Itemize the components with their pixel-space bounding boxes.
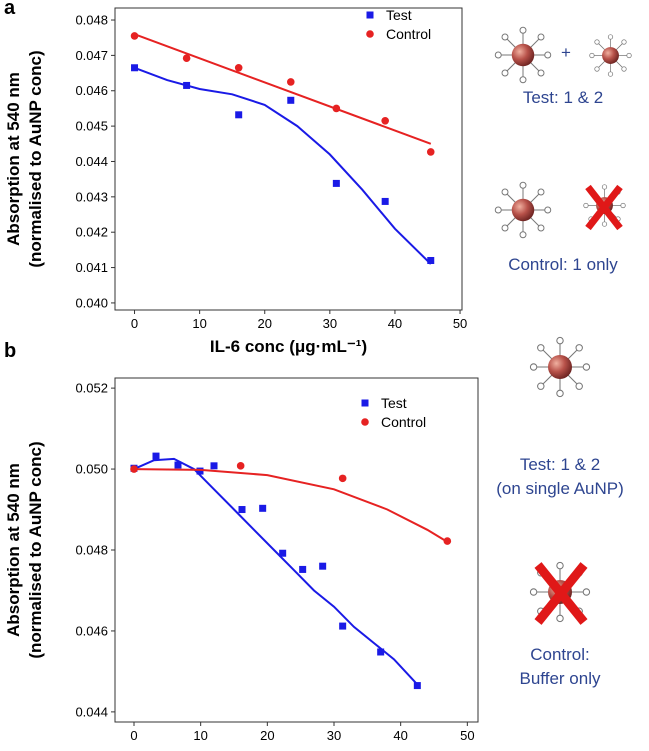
y-tick-label: 0.050 bbox=[75, 462, 108, 477]
x-tick-label: 0 bbox=[131, 316, 138, 331]
point bbox=[426, 148, 435, 156]
point bbox=[234, 63, 243, 72]
fit-curve bbox=[134, 33, 432, 145]
point bbox=[427, 256, 435, 264]
legend-label: Control bbox=[381, 414, 426, 430]
panel-label: a bbox=[4, 0, 16, 19]
legend-label: Control bbox=[386, 26, 431, 42]
annotation: Control: bbox=[530, 645, 590, 664]
point bbox=[299, 565, 307, 573]
nanoparticle bbox=[529, 336, 591, 398]
point bbox=[319, 562, 327, 570]
y-tick-label: 0.048 bbox=[75, 13, 108, 28]
y-axis-label: (normalised to AuNP conc) bbox=[26, 441, 45, 658]
point bbox=[332, 179, 340, 187]
x-axis-label: IL-6 conc (μg·mL⁻¹) bbox=[210, 337, 367, 356]
point bbox=[235, 111, 243, 119]
point bbox=[130, 465, 138, 473]
y-axis-label: (normalised to AuNP conc) bbox=[26, 50, 45, 267]
annotation: Test: 1 & 2 bbox=[520, 455, 600, 474]
point bbox=[377, 648, 385, 656]
x-tick-label: 0 bbox=[130, 728, 137, 743]
panel-label: b bbox=[4, 340, 16, 362]
point bbox=[381, 197, 389, 205]
illustration bbox=[494, 26, 632, 625]
point bbox=[174, 461, 182, 469]
point bbox=[286, 78, 295, 86]
fit-curve bbox=[133, 468, 448, 543]
annotation: (on single AuNP) bbox=[496, 479, 624, 498]
point bbox=[338, 474, 347, 483]
x-tick-label: 50 bbox=[453, 316, 467, 331]
y-tick-label: 0.046 bbox=[75, 83, 108, 98]
point bbox=[152, 452, 160, 460]
point bbox=[287, 96, 295, 104]
y-tick-label: 0.048 bbox=[75, 543, 108, 558]
y-tick-label: 0.045 bbox=[75, 119, 108, 134]
x-tick-label: 20 bbox=[260, 728, 274, 743]
y-tick-label: 0.047 bbox=[75, 48, 108, 63]
fit-curve bbox=[133, 457, 419, 686]
x-tick-label: 10 bbox=[193, 728, 207, 743]
point bbox=[279, 549, 287, 557]
point bbox=[131, 64, 139, 72]
legend-marker bbox=[361, 418, 369, 426]
y-axis-label: Absorption at 540 nm bbox=[4, 463, 23, 637]
point bbox=[236, 462, 245, 470]
y-tick-label: 0.042 bbox=[75, 225, 108, 240]
x-tick-label: 40 bbox=[388, 316, 402, 331]
x-tick-label: 40 bbox=[393, 728, 407, 743]
y-tick-label: 0.046 bbox=[75, 623, 108, 638]
point bbox=[332, 104, 341, 113]
point bbox=[443, 537, 452, 545]
legend-marker bbox=[361, 399, 369, 407]
cross bbox=[585, 184, 623, 231]
y-tick-label: 0.043 bbox=[75, 189, 108, 204]
x-tick-label: 10 bbox=[192, 316, 206, 331]
point bbox=[210, 462, 218, 470]
annotation: Test: 1 & 2 bbox=[523, 88, 603, 107]
plot-frame bbox=[114, 7, 463, 311]
point bbox=[259, 504, 267, 512]
point bbox=[196, 467, 204, 475]
point bbox=[381, 117, 389, 125]
x-tick-label: 30 bbox=[323, 316, 337, 331]
y-tick-label: 0.052 bbox=[75, 381, 108, 396]
x-tick-label: 50 bbox=[460, 728, 474, 743]
y-tick-label: 0.041 bbox=[75, 260, 108, 275]
legend-marker bbox=[366, 11, 374, 19]
point bbox=[183, 81, 191, 89]
x-tick-label: 30 bbox=[327, 728, 341, 743]
annotation: Control: 1 only bbox=[508, 255, 618, 274]
legend-label: Test bbox=[386, 7, 412, 23]
fit-curve bbox=[134, 66, 432, 265]
legend-label: Test bbox=[381, 395, 407, 411]
y-tick-label: 0.040 bbox=[75, 295, 108, 310]
point bbox=[413, 682, 421, 690]
legend-marker bbox=[366, 30, 374, 38]
point bbox=[182, 54, 191, 63]
annotation: + bbox=[561, 43, 571, 62]
point bbox=[238, 506, 246, 514]
annotation: Buffer only bbox=[520, 669, 601, 688]
y-tick-label: 0.044 bbox=[75, 704, 108, 719]
point bbox=[339, 622, 347, 630]
x-tick-label: 20 bbox=[258, 316, 272, 331]
y-tick-label: 0.044 bbox=[75, 154, 108, 169]
y-axis-label: Absorption at 540 nm bbox=[4, 72, 23, 246]
nanoparticle bbox=[494, 181, 552, 239]
cross bbox=[534, 562, 588, 625]
nanoparticle bbox=[494, 26, 552, 84]
nanoparticle bbox=[589, 34, 632, 77]
point bbox=[130, 32, 139, 40]
